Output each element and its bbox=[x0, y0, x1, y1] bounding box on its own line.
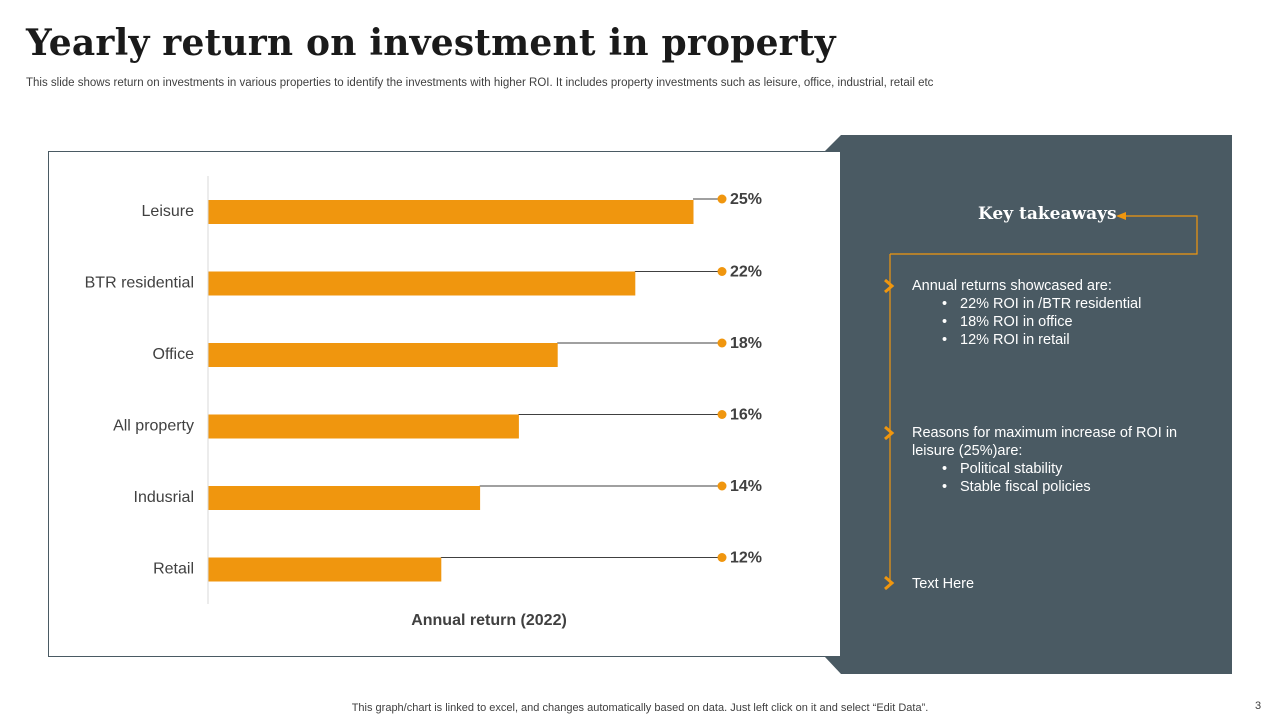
panel-notch-top bbox=[825, 135, 841, 151]
key-takeaways-panel bbox=[841, 135, 1232, 674]
takeaway-item-2: Reasons for maximum increase of ROI in l… bbox=[912, 424, 1202, 496]
data-marker bbox=[717, 267, 727, 276]
bar bbox=[208, 200, 694, 224]
chevron-icon-2 bbox=[884, 425, 895, 441]
takeaway-item-3: Text Here bbox=[912, 575, 1212, 593]
key-takeaways-title: Key takeaways bbox=[978, 204, 1117, 224]
roi-bar-chart-svg: Leisure 25% BTR residential 22% Office 18% All… bbox=[85, 176, 762, 629]
category-label: BTR residential bbox=[85, 275, 194, 292]
bar bbox=[208, 486, 481, 510]
slide-title: Yearly return on investment in property bbox=[26, 22, 836, 64]
takeaway-text-1: Annual returns showcased are: bbox=[912, 278, 1112, 294]
category-label: Leisure bbox=[142, 203, 195, 220]
takeaway-bullet: Stable fiscal policies bbox=[942, 478, 1202, 496]
takeaway-bullet: Political stability bbox=[942, 460, 1202, 478]
takeaway-bullet: 12% ROI in retail bbox=[942, 331, 1212, 349]
data-label: 22% bbox=[730, 264, 762, 281]
connector-line bbox=[890, 215, 1198, 255]
bar bbox=[208, 271, 636, 296]
data-label: 16% bbox=[730, 407, 762, 424]
connector-arrowhead bbox=[1116, 212, 1126, 220]
data-label: 14% bbox=[730, 478, 762, 495]
takeaway-text-3: Text Here bbox=[912, 576, 975, 592]
roi-chart[interactable]: Leisure 25% BTR residential 22% Office 18% All… bbox=[48, 151, 841, 657]
category-label: Office bbox=[153, 346, 195, 363]
takeaway-bullet: 22% ROI in /BTR residential bbox=[942, 295, 1212, 313]
footer-note: This graph/chart is linked to excel, and… bbox=[351, 702, 929, 714]
slide-subtitle: This slide shows return on investments i… bbox=[26, 77, 934, 89]
chevron-icon-1 bbox=[884, 278, 895, 294]
data-label: 25% bbox=[730, 191, 762, 208]
data-marker bbox=[717, 194, 727, 204]
x-axis-title: Annual return (2022) bbox=[411, 612, 567, 629]
data-marker bbox=[717, 553, 727, 562]
data-marker bbox=[717, 410, 727, 419]
panel-notch-bottom bbox=[825, 657, 841, 674]
takeaway-bullet: 18% ROI in office bbox=[942, 313, 1212, 331]
bar bbox=[208, 414, 519, 439]
takeaway-item-1: Annual returns showcased are: 22% ROI in… bbox=[912, 277, 1212, 349]
data-label: 18% bbox=[730, 335, 762, 352]
takeaways-connector bbox=[884, 212, 1198, 591]
takeaway-bullets-2: Political stability Stable fiscal polici… bbox=[912, 460, 1202, 496]
bar bbox=[208, 343, 558, 367]
page-number: 3 bbox=[1255, 700, 1262, 712]
takeaway-bullets-1: 22% ROI in /BTR residential 18% ROI in o… bbox=[912, 295, 1212, 349]
takeaway-text-2: Reasons for maximum increase of ROI in l… bbox=[912, 425, 1178, 459]
bar bbox=[208, 557, 442, 582]
chevron-icon-3 bbox=[884, 575, 895, 591]
data-marker bbox=[717, 338, 727, 348]
category-label: Retail bbox=[153, 561, 194, 578]
category-label: Indusrial bbox=[134, 489, 194, 506]
data-label: 12% bbox=[730, 550, 762, 567]
data-marker bbox=[717, 481, 727, 491]
category-label: All property bbox=[113, 418, 194, 435]
